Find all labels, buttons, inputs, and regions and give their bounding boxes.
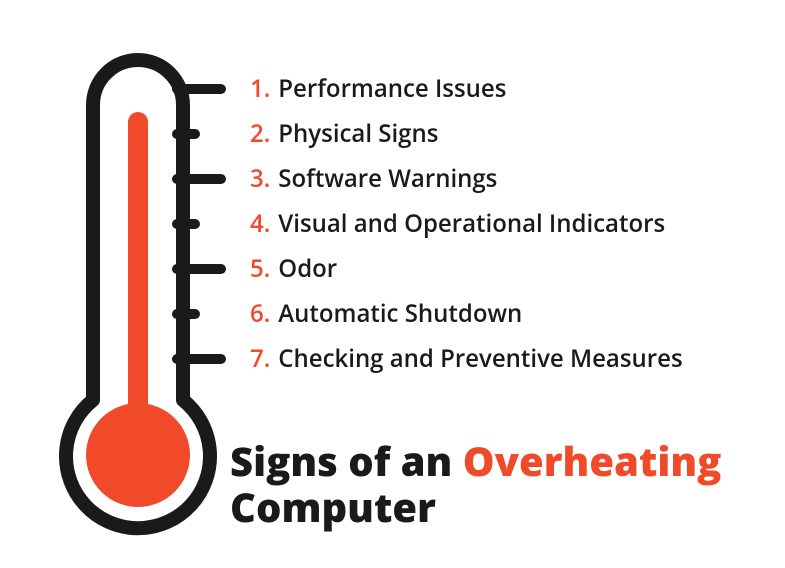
tick-line (172, 174, 226, 184)
tick (172, 156, 226, 201)
item-label: Visual and Operational Indicators (278, 207, 665, 240)
item-number: 3. (250, 162, 270, 195)
list-item: 2. Physical Signs (250, 111, 683, 156)
tick-line (172, 219, 200, 229)
item-label: Physical Signs (278, 117, 438, 150)
tick-line (172, 354, 226, 364)
item-label: Software Warnings (278, 162, 497, 195)
list-item: 4. Visual and Operational Indicators (250, 201, 683, 246)
item-label: Odor (278, 252, 337, 285)
tick (172, 246, 226, 291)
item-number: 4. (250, 207, 270, 240)
tick (172, 336, 226, 381)
tick-line (172, 129, 200, 139)
tick (172, 111, 226, 156)
item-number: 2. (250, 117, 270, 150)
signs-list: 1. Performance Issues 2. Physical Signs … (250, 66, 683, 381)
title-accent: Overheating (463, 433, 722, 488)
list-item: 7. Checking and Preventive Measures (250, 336, 683, 381)
item-number: 5. (250, 252, 270, 285)
item-label: Performance Issues (278, 72, 506, 105)
thermometer-ticks (172, 66, 226, 381)
list-item: 5. Odor (250, 246, 683, 291)
main-title: Signs of an Overheating Computer (230, 438, 721, 530)
tick (172, 201, 226, 246)
tick (172, 291, 226, 336)
list-item: 3. Software Warnings (250, 156, 683, 201)
list-item: 6. Automatic Shutdown (250, 291, 683, 336)
item-number: 6. (250, 297, 270, 330)
tick (172, 66, 226, 111)
item-label: Automatic Shutdown (278, 297, 522, 330)
title-line2: Computer (230, 479, 436, 534)
tick-line (172, 264, 226, 274)
item-number: 1. (250, 72, 270, 105)
tick-line (172, 84, 226, 94)
tick-line (172, 309, 200, 319)
item-label: Checking and Preventive Measures (278, 342, 682, 375)
list-item: 1. Performance Issues (250, 66, 683, 111)
item-number: 7. (250, 342, 270, 375)
